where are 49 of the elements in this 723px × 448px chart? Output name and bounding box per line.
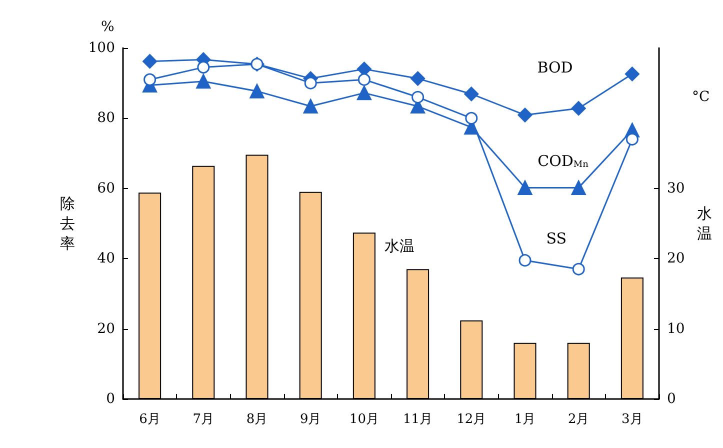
series-label: BOD: [537, 58, 573, 76]
point: [518, 108, 532, 122]
y2-axis-title: 水温: [697, 204, 712, 242]
y-tick-label: 20: [97, 320, 115, 337]
point: [250, 84, 264, 98]
series-label: 水温: [384, 236, 414, 255]
y2-tick-label: 10: [667, 320, 685, 337]
point: [196, 74, 211, 89]
text: %: [101, 19, 114, 35]
point: [410, 71, 426, 86]
x-tick-label: 9月: [300, 412, 322, 427]
point: [571, 101, 586, 116]
x-tick-label: 6月: [139, 412, 160, 427]
x-tick-label: 1月: [514, 412, 536, 427]
point: [624, 66, 640, 82]
point: [412, 90, 424, 104]
x-tick-label: 2月: [568, 412, 590, 427]
point: [465, 112, 478, 124]
point: [464, 86, 479, 102]
point: [197, 61, 210, 74]
y-tick-label: 100: [88, 40, 115, 56]
point: [518, 180, 532, 195]
y-tick-label: 80: [97, 110, 115, 126]
text: °C: [692, 89, 710, 105]
point: [571, 180, 586, 195]
point: [142, 54, 158, 69]
x-tick-label: 10月: [349, 412, 379, 427]
y-tick-label: 60: [97, 180, 115, 196]
x-tick-label: 8月: [246, 412, 268, 427]
x-tick-label: 3月: [622, 412, 643, 427]
point: [518, 254, 532, 267]
point: [144, 73, 156, 86]
y2-tick-label: 20: [667, 250, 685, 267]
y-axis-title: 除去率: [60, 194, 75, 252]
point: [572, 262, 585, 276]
point: [356, 86, 372, 100]
x-tick-label: 12月: [456, 412, 486, 427]
y2-tick-label: 30: [667, 180, 685, 196]
y-tick-label: 40: [97, 250, 115, 267]
series-label: SS: [546, 229, 567, 248]
y2-tick-label: 0: [667, 391, 676, 407]
point: [304, 76, 317, 90]
series-label: CODMn: [538, 152, 589, 170]
x-tick-label: 11月: [403, 412, 433, 427]
point: [626, 133, 638, 146]
point: [303, 99, 318, 114]
y-tick-label: 0: [106, 391, 115, 407]
point: [358, 73, 370, 86]
x-tick-label: 7月: [192, 412, 214, 427]
